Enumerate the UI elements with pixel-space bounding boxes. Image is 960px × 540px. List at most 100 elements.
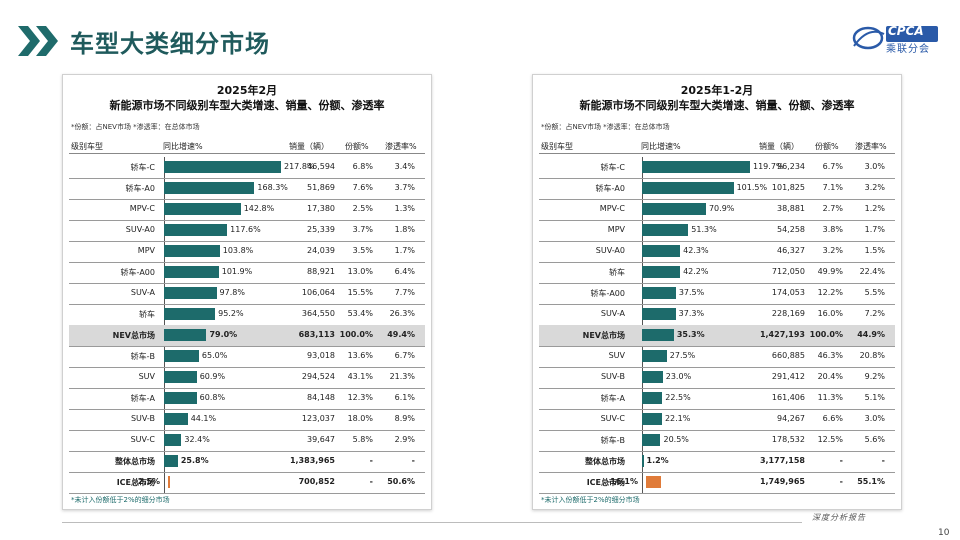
header-category: 级别车型 <box>71 142 103 151</box>
footnote: *未计入份额低于2%的细分市场 <box>71 496 170 504</box>
penetration-value: 5.5% <box>864 288 885 297</box>
sales-value: 101,825 <box>771 183 805 192</box>
penetration-value: 3.0% <box>864 414 885 423</box>
category-label: MPV-C <box>129 204 155 213</box>
yoy-value-label: 217.8% <box>284 162 315 171</box>
row-divider <box>69 493 425 494</box>
penetration-value: 26.3% <box>389 309 415 318</box>
panel-jan-feb: 2025年1-2月 新能源市场不同级别车型大类增速、销量、份额、渗透率 *份额：… <box>532 74 902 510</box>
penetration-value: 3.2% <box>864 183 885 192</box>
yoy-value-label: -2.5% <box>134 477 160 486</box>
yoy-bar <box>164 329 207 341</box>
share-value: 100.0% <box>809 330 843 339</box>
yoy-value-label: 1.2% <box>646 456 669 465</box>
sales-value: 712,050 <box>771 267 805 276</box>
share-value: 6.8% <box>352 162 373 171</box>
category-label: NEV总市场 <box>112 331 155 340</box>
penetration-value: 5.1% <box>864 393 885 402</box>
share-value: 49.9% <box>817 267 843 276</box>
sales-value: 46,327 <box>777 246 805 255</box>
penetration-value: 8.9% <box>394 414 415 423</box>
penetration-value: 49.4% <box>387 330 415 339</box>
yoy-value-label: 168.3% <box>257 183 288 192</box>
yoy-value-label: 25.8% <box>180 456 209 465</box>
nev-highlight-row <box>539 325 895 346</box>
share-value: 11.3% <box>817 393 843 402</box>
category-label: 轿车-C <box>130 163 155 172</box>
sales-value: 93,018 <box>307 351 335 360</box>
share-value: 12.2% <box>817 288 843 297</box>
penetration-value: 1.8% <box>394 225 415 234</box>
penetration-value: 1.7% <box>394 246 415 255</box>
penetration-value: 7.7% <box>394 288 415 297</box>
penetration-value: 5.6% <box>864 435 885 444</box>
sales-value: 106,064 <box>301 288 335 297</box>
category-label: SUV-C <box>600 414 625 423</box>
footer-label: 深度分析报告 <box>812 513 866 522</box>
yoy-value-label: 32.4% <box>184 435 210 444</box>
nev-highlight-row <box>69 325 425 346</box>
header-share: 份额% <box>815 142 839 151</box>
sales-value: 51,869 <box>307 183 335 192</box>
yoy-value-label: 79.0% <box>209 330 238 339</box>
yoy-bar <box>642 182 734 194</box>
yoy-value-label: 23.0% <box>665 372 692 381</box>
yoy-bar <box>164 203 241 215</box>
row-divider <box>69 451 425 452</box>
row-divider <box>69 472 425 473</box>
yoy-bar <box>164 308 216 320</box>
sales-value: 364,550 <box>301 309 335 318</box>
row-divider <box>69 430 425 431</box>
yoy-bar <box>168 476 170 488</box>
share-value: 2.5% <box>352 204 373 213</box>
category-label: SUV-A <box>600 309 625 318</box>
row-divider <box>69 409 425 410</box>
yoy-bar <box>642 455 644 467</box>
sales-value: 24,039 <box>307 246 335 255</box>
penetration-value: 22.4% <box>859 267 885 276</box>
share-value: 3.5% <box>352 246 373 255</box>
yoy-value-label: 60.9% <box>199 372 226 381</box>
row-divider <box>69 199 425 200</box>
row-divider <box>69 367 425 368</box>
yoy-bar <box>164 434 182 446</box>
sales-value: 3,177,158 <box>759 456 805 465</box>
category-label: MPV-C <box>599 204 625 213</box>
sales-value: 1,427,193 <box>759 330 805 339</box>
category-label: 轿车-A0 <box>125 184 155 193</box>
row-divider <box>539 451 895 452</box>
yoy-value-label: 37.3% <box>678 309 705 318</box>
penetration-value: 1.3% <box>394 204 415 213</box>
yoy-value-label: 101.5% <box>736 183 768 192</box>
category-label: 整体总市场 <box>115 457 155 466</box>
yoy-bar <box>642 161 750 173</box>
sales-value: 291,412 <box>771 372 805 381</box>
share-value: 46.3% <box>817 351 843 360</box>
penetration-value: - <box>881 456 885 465</box>
yoy-bar <box>646 476 661 488</box>
yoy-value-label: 103.8% <box>222 246 254 255</box>
header-yoy: 同比增速% <box>641 142 681 151</box>
penetration-value: 6.4% <box>394 267 415 276</box>
header-share: 份额% <box>345 142 369 151</box>
share-value: 7.1% <box>822 183 843 192</box>
share-value: 3.2% <box>822 246 843 255</box>
panel-title-desc: 新能源市场不同级别车型大类增速、销量、份额、渗透率 <box>109 99 385 112</box>
yoy-bar <box>164 413 188 425</box>
share-value: - <box>369 477 373 486</box>
penetration-value: 50.6% <box>387 477 415 486</box>
category-label: 轿车-A00 <box>590 289 625 298</box>
yoy-value-label: 44.1% <box>190 414 217 423</box>
share-value: 15.5% <box>347 288 373 297</box>
penetration-value: 44.9% <box>857 330 885 339</box>
penetration-value: 3.0% <box>864 162 885 171</box>
row-divider <box>69 241 425 242</box>
sales-value: 84,148 <box>307 393 335 402</box>
sales-value: 54,258 <box>777 225 805 234</box>
yoy-bar <box>642 434 661 446</box>
sales-value: 123,037 <box>301 414 335 423</box>
category-label: MPV <box>607 225 625 234</box>
header-penetration: 渗透率% <box>855 142 887 151</box>
share-value: 100.0% <box>339 330 373 339</box>
sales-value: 294,524 <box>301 372 335 381</box>
